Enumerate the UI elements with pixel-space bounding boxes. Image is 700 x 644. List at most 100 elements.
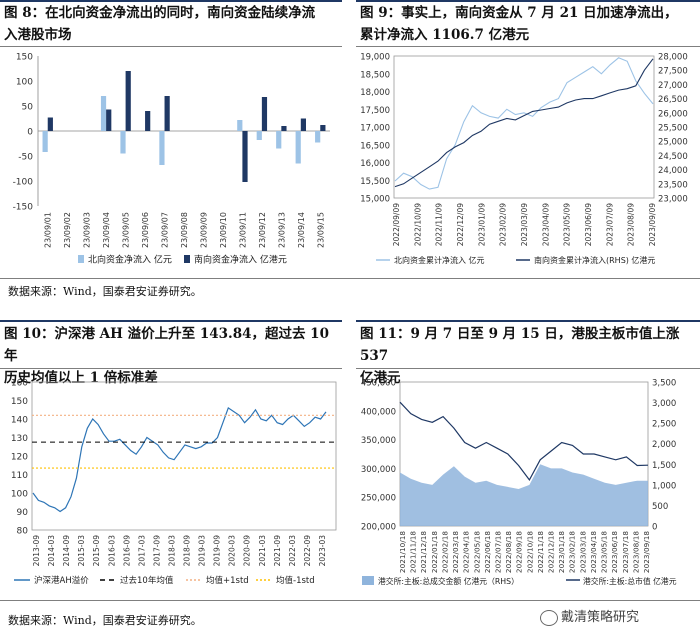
panel8-title-rule: [0, 46, 342, 47]
x-tick-label: 23/09/04: [102, 212, 111, 248]
x-tick-label: 2023-03: [318, 535, 327, 567]
right-tick-label: 3,000: [652, 399, 676, 409]
legend-swatch: [362, 576, 374, 585]
x-tick-label: 2023/07/18: [621, 531, 630, 573]
panel8-top-rule: [0, 0, 342, 2]
x-tick-label: 23/09/02: [63, 212, 72, 248]
x-tick-label: 2014-03: [47, 535, 56, 567]
bar: [300, 118, 306, 131]
x-tick-label: 2023/04/09: [541, 203, 550, 246]
x-tick-label: 23/09/07: [161, 212, 170, 248]
legend-label: 南向资金累计净流入(RHS) 亿港元: [534, 255, 655, 265]
bar: [320, 125, 326, 131]
right-tick-label: 24,000: [658, 166, 688, 176]
x-tick-label: 2015-03: [77, 535, 86, 567]
right-tick-label: 500: [652, 502, 668, 512]
x-tick-label: 2019-03: [198, 535, 207, 567]
panel11-top-rule: [356, 320, 700, 322]
legend-label: 均值-1std: [276, 575, 315, 586]
y-tick-label: -100: [13, 178, 34, 188]
x-tick-label: 2022/03/18: [451, 531, 460, 573]
panel11-title-rule: [356, 368, 700, 369]
panel9-title-rule: [356, 46, 700, 47]
bar: [256, 131, 262, 140]
legend-label: 港交所:主板:总市值 亿港元: [583, 576, 677, 586]
legend-label: 港交所:主板:总成交金额 亿港元（RHS）: [378, 576, 519, 586]
bar: [261, 97, 268, 131]
x-tick-label: 2022/11/09: [435, 203, 444, 246]
right-tick-label: 23,000: [658, 195, 688, 205]
x-tick-label: 2023/06/18: [610, 531, 619, 573]
x-tick-label: 2017-09: [152, 535, 161, 567]
left-tick-label: 250,000: [361, 494, 396, 504]
wechat-icon: [540, 609, 558, 626]
x-tick-label: 2015-09: [92, 535, 101, 567]
x-tick-label: 2023/03/09: [520, 203, 529, 246]
right-tick-label: 2,500: [652, 420, 676, 430]
series-line: [394, 58, 654, 188]
right-tick-label: 26,500: [658, 95, 688, 105]
x-tick-label: 23/09/11: [238, 212, 247, 248]
right-tick-label: 25,000: [658, 138, 688, 148]
bar: [164, 96, 170, 131]
left-tick-label: 400,000: [361, 407, 396, 417]
x-tick-label: 2022/04/18: [462, 531, 471, 573]
x-tick-label: 2023/02/09: [499, 203, 508, 246]
left-tick-label: 450,000: [361, 379, 396, 389]
y-tick-label: 90: [17, 508, 29, 518]
x-tick-label: 2022/07/18: [493, 531, 502, 573]
x-tick-label: 2023/05/18: [600, 531, 609, 573]
bar: [281, 126, 287, 131]
right-tick-label: 28,000: [658, 53, 688, 63]
series-line: [32, 406, 327, 513]
y-tick-label: -50: [18, 153, 33, 163]
right-tick-label: 23,500: [658, 180, 688, 190]
right-tick-label: 2,000: [652, 440, 676, 450]
top-source-rule: [0, 278, 700, 279]
x-tick-label: 2023/01/09: [477, 203, 486, 246]
x-tick-label: 2022-09: [303, 535, 312, 567]
y-tick-label: 150: [11, 397, 28, 407]
fig11-chart: 200,000 250,000 300,000 350,000 400,000 450,0…: [361, 379, 677, 587]
x-tick-label: 2021/10/18: [398, 531, 407, 573]
left-tick-label: 16,000: [360, 159, 390, 169]
left-tick-label: 16,500: [360, 141, 390, 151]
x-tick-label: 2022/09/18: [515, 531, 524, 573]
x-tick-label: 2018-03: [167, 535, 176, 567]
bar: [145, 111, 151, 131]
bar: [315, 131, 321, 143]
panel9-top-rule: [356, 0, 700, 2]
x-tick-label: 23/09/09: [199, 212, 208, 248]
y-tick-label: 140: [11, 416, 28, 426]
x-tick-label: 2016-03: [107, 535, 116, 567]
x-tick-label: 2022/09/09: [392, 203, 401, 246]
x-tick-label: 23/09/05: [122, 212, 131, 248]
source-note-top: 数据来源：Wind，国泰君安证券研究。: [8, 285, 202, 298]
plot-frame: [393, 55, 655, 199]
bar: [276, 131, 282, 149]
series-area: [400, 464, 648, 526]
panel10-title-rule: [0, 368, 342, 369]
y-tick-label: 100: [11, 490, 28, 500]
x-tick-label: 2023/05/09: [563, 203, 572, 246]
y-tick-label: 110: [11, 471, 28, 481]
left-tick-label: 15,000: [360, 195, 390, 205]
plot-frame: [31, 381, 337, 531]
x-tick-label: 2023/01/18: [557, 531, 566, 573]
x-tick-label: 23/09/12: [258, 212, 267, 248]
x-tick-label: 2023/08/09: [627, 203, 636, 246]
fig8-title: 图 8：在北向资金净流出的同时，南向资金陆续净流 入港股市场: [4, 5, 316, 43]
fig9-title: 图 9：事实上，南向资金从 7 月 21 日加速净流出， 累计净流入 1106.…: [360, 5, 678, 43]
x-tick-label: 23/09/06: [141, 212, 150, 248]
bar: [47, 117, 53, 131]
bar: [125, 71, 131, 131]
panel10-top-rule: [0, 320, 342, 322]
right-tick-label: 0: [652, 523, 657, 533]
x-tick-label: 2022/10/18: [525, 531, 534, 573]
x-tick-label: 23/09/15: [316, 212, 325, 248]
x-tick-label: 23/09/08: [180, 212, 189, 248]
y-tick-label: -150: [13, 203, 34, 213]
x-tick-label: 2020-03: [228, 535, 237, 567]
y-tick-label: 150: [16, 53, 33, 63]
legend-label: 南向资金净流入 亿港元: [194, 254, 287, 266]
